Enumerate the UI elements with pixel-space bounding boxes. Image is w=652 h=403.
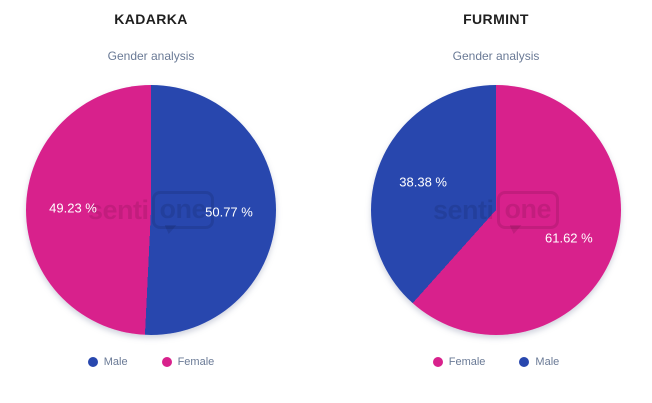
legend-label: Female: [177, 356, 215, 368]
chart-kadarka: KADARKA Gender analysis senti one 50.77 …: [26, 11, 276, 368]
watermark-text: senti: [87, 194, 149, 225]
legend-marker-male: [519, 357, 530, 367]
watermark-boxed-text: one: [496, 191, 560, 234]
slice-label-female: 61.62 %: [545, 230, 593, 246]
legend-label: Male: [535, 356, 560, 368]
slice-label-male: 50.77 %: [205, 204, 253, 220]
legend-item-male[interactable]: Male: [87, 356, 128, 368]
legend-marker-male: [87, 357, 98, 367]
pie-gender-furmint[interactable]: [371, 85, 621, 335]
chart-title: KADARKA: [114, 11, 188, 27]
chart-subtitle: Gender analysis: [452, 49, 540, 63]
legend-label: Female: [448, 356, 486, 368]
watermark-bubble-tail: [164, 225, 177, 234]
watermark-text: senti: [432, 194, 494, 225]
watermark-boxed-text: one: [151, 191, 215, 234]
sentione-watermark: senti one: [432, 191, 560, 234]
pie-area: senti one 50.77 % 49.23 %: [26, 85, 276, 335]
legend-marker-female: [161, 357, 172, 367]
pie-gender-kadarka[interactable]: [26, 85, 276, 335]
slice-label-female: 49.23 %: [49, 200, 97, 216]
legend-furmint: Female Male: [371, 356, 621, 368]
legend-item-male[interactable]: Male: [519, 356, 559, 368]
sentione-watermark: senti one: [87, 191, 215, 234]
legend-item-female[interactable]: Female: [161, 356, 215, 368]
chart-subtitle: Gender analysis: [107, 49, 195, 63]
legend-item-female[interactable]: Female: [432, 356, 486, 368]
chart-title: FURMINT: [463, 11, 529, 27]
slice-label-male: 38.38 %: [399, 174, 447, 190]
legend-label: Male: [103, 356, 128, 368]
watermark-bubble-tail: [509, 225, 522, 234]
chart-furmint: FURMINT Gender analysis senti one 61.62 …: [326, 0, 652, 403]
legend-kadarka: Male Female: [26, 356, 276, 368]
legend-marker-female: [432, 357, 443, 367]
pie-area: senti one 61.62 % 38.38 %: [371, 85, 621, 335]
